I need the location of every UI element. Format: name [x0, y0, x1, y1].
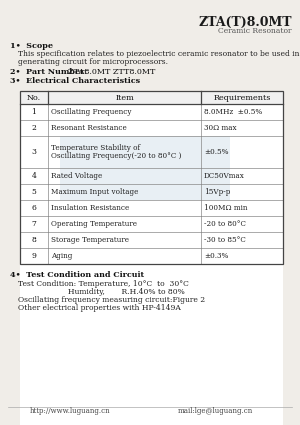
Text: Storage Temperature: Storage Temperature — [51, 236, 129, 244]
Text: Item: Item — [115, 94, 134, 102]
Text: Operating Temperature: Operating Temperature — [51, 220, 137, 228]
Text: 1•  Scope: 1• Scope — [10, 42, 53, 50]
Text: DC50Vmax: DC50Vmax — [204, 172, 245, 180]
Text: 5: 5 — [32, 188, 36, 196]
Text: 100MΩ min: 100MΩ min — [204, 204, 248, 212]
Text: 7: 7 — [32, 220, 36, 228]
Text: Rated Voltage: Rated Voltage — [51, 172, 102, 180]
Text: http://www.luguang.cn: http://www.luguang.cn — [30, 407, 110, 415]
Text: Aging: Aging — [51, 252, 72, 260]
Text: 3•  Electrical Characteristics: 3• Electrical Characteristics — [10, 77, 140, 85]
Text: 1: 1 — [32, 108, 36, 116]
Text: generating circuit for microprocessors.: generating circuit for microprocessors. — [18, 58, 168, 66]
Text: Ceramic Resonator: Ceramic Resonator — [218, 27, 292, 35]
Text: Oscillating Frequency: Oscillating Frequency — [51, 108, 131, 116]
Text: 15Vp-p: 15Vp-p — [204, 188, 230, 196]
Text: Temperature Stability of: Temperature Stability of — [51, 144, 140, 153]
Text: No.: No. — [27, 94, 41, 102]
Text: ±0.3%: ±0.3% — [204, 252, 228, 260]
Text: Resonant Resistance: Resonant Resistance — [51, 124, 127, 132]
Text: Oscillating Frequency(-20 to 80°C ): Oscillating Frequency(-20 to 80°C ) — [51, 152, 181, 160]
Bar — [20, 91, 283, 425]
Text: 4: 4 — [32, 172, 36, 180]
Text: mail:lge@luguang.cn: mail:lge@luguang.cn — [177, 407, 253, 415]
Text: 4•  Test Condition and Circuit: 4• Test Condition and Circuit — [10, 271, 144, 279]
Text: -20 to 80°C: -20 to 80°C — [204, 220, 246, 228]
Text: 3: 3 — [32, 148, 37, 156]
Text: 2: 2 — [32, 124, 36, 132]
Text: ZTA(T)8.0MT: ZTA(T)8.0MT — [199, 16, 292, 29]
Text: Humidity,       R.H.40% to 80%: Humidity, R.H.40% to 80% — [18, 288, 185, 296]
Text: 8: 8 — [32, 236, 36, 244]
Text: -30 to 85°C: -30 to 85°C — [204, 236, 246, 244]
Text: ±0.5%: ±0.5% — [204, 148, 229, 156]
Text: 30Ω max: 30Ω max — [204, 124, 237, 132]
Text: 9: 9 — [32, 252, 36, 260]
Text: This specification relates to piezoelectric ceramic resonator to be used in a cl: This specification relates to piezoelect… — [18, 50, 300, 58]
Text: Oscillating frequency measuring circuit:Figure 2: Oscillating frequency measuring circuit:… — [18, 296, 205, 304]
Text: 8.0MHz  ±0.5%: 8.0MHz ±0.5% — [204, 108, 262, 116]
Text: 6: 6 — [32, 204, 36, 212]
Bar — [60, 136, 230, 200]
Bar — [20, 91, 283, 264]
Text: Maximum Input voltage: Maximum Input voltage — [51, 188, 138, 196]
Bar — [20, 91, 283, 104]
Text: ZTA8.0MT ZTT8.0MT: ZTA8.0MT ZTT8.0MT — [68, 68, 155, 76]
Text: Requirements: Requirements — [213, 94, 271, 102]
Text: 2•  Part Number:: 2• Part Number: — [10, 68, 90, 76]
Text: Insulation Resistance: Insulation Resistance — [51, 204, 129, 212]
Text: Test Condition: Temperature, 10°C  to  30°C: Test Condition: Temperature, 10°C to 30°… — [18, 280, 189, 288]
Text: Other electrical properties with HP-4149A: Other electrical properties with HP-4149… — [18, 304, 181, 312]
